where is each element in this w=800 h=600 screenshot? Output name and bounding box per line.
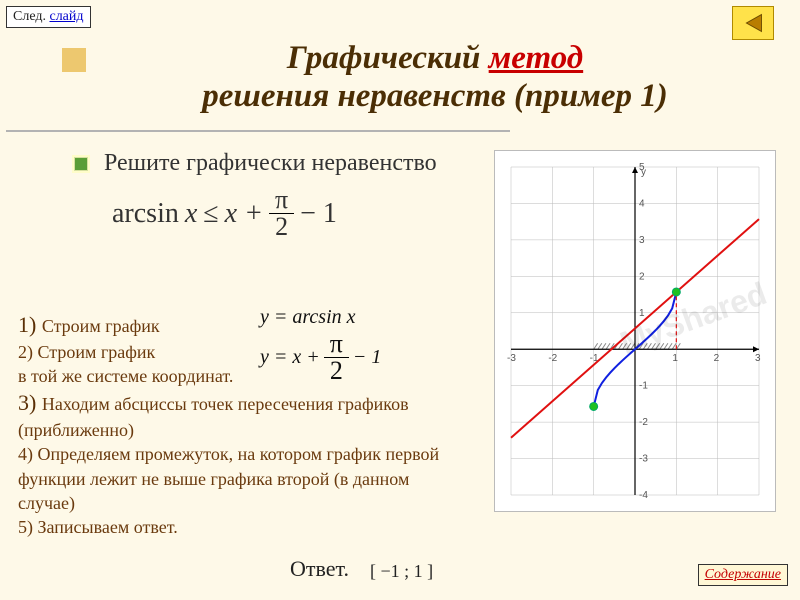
svg-text:-4: -4 <box>639 490 648 501</box>
svg-text:3: 3 <box>639 235 645 246</box>
chart-svg: y-3-2-1123-4-3-2-112345 <box>495 151 775 511</box>
svg-text:2: 2 <box>639 271 645 282</box>
step2b: в той же системе координат. <box>18 366 233 386</box>
svg-text:2: 2 <box>714 353 720 364</box>
ineq-rhs-post: − 1 <box>300 198 337 230</box>
step1-lead: 1) <box>18 312 42 337</box>
svg-text:1: 1 <box>639 308 645 319</box>
frac-d: 2 <box>269 214 294 240</box>
decorative-square <box>62 48 86 72</box>
steps-block: 1) Строим график 2) Строим график в той … <box>18 310 458 539</box>
step3-lead: 3) <box>18 390 42 415</box>
contents-button[interactable]: Содержание <box>698 564 788 586</box>
slide-title: Графический метод решения неравенств (пр… <box>90 40 780 116</box>
svg-text:-2: -2 <box>548 353 557 364</box>
bullet-icon <box>74 157 88 171</box>
svg-text:-3: -3 <box>507 353 516 364</box>
next-slide-link[interactable]: След. слайд <box>6 6 91 28</box>
problem-block: Решите графически неравенство arcsin x ≤… <box>100 150 460 240</box>
title-hot: метод <box>489 40 584 76</box>
back-button[interactable] <box>732 6 774 40</box>
ineq-lhs: arcsin <box>112 198 179 230</box>
step4: 4) Определяем промежуток, на котором гра… <box>18 444 439 513</box>
ineq-rhs-pre: x + <box>225 198 263 230</box>
frac-n: π <box>269 187 294 214</box>
next-prefix: След. <box>13 9 49 24</box>
step2: 2) Строим график <box>18 342 155 362</box>
answer-label: Ответ. <box>290 556 349 582</box>
contents-link-text[interactable]: Содержание <box>705 567 781 582</box>
inequality: arcsin x ≤ x + π 2 − 1 <box>100 187 460 240</box>
chart: y-3-2-1123-4-3-2-112345 <box>494 150 776 512</box>
problem-text: Решите графически неравенство <box>104 150 437 176</box>
ineq-frac: π 2 <box>269 187 294 240</box>
step5: 5) Записываем ответ. <box>18 517 178 537</box>
svg-text:-2: -2 <box>639 417 648 428</box>
next-link-text[interactable]: слайд <box>49 9 83 24</box>
svg-text:5: 5 <box>639 162 645 173</box>
step3: Находим абсциссы точек пересечения графи… <box>18 394 409 440</box>
title-underline <box>6 130 510 132</box>
answer-interval: [ −1 ; 1 ] <box>370 561 433 582</box>
svg-text:3: 3 <box>755 353 761 364</box>
ineq-rel: ≤ <box>203 198 218 230</box>
svg-text:-3: -3 <box>639 454 648 465</box>
title-part1: Графический <box>287 40 489 76</box>
ineq-var: x <box>185 198 197 230</box>
svg-text:4: 4 <box>639 198 645 209</box>
step1: Строим график <box>42 316 160 336</box>
title-part2: решения неравенств (пример 1) <box>202 78 667 114</box>
svg-text:1: 1 <box>672 353 678 364</box>
arrow-left-icon <box>733 7 773 39</box>
svg-text:-1: -1 <box>639 381 648 392</box>
